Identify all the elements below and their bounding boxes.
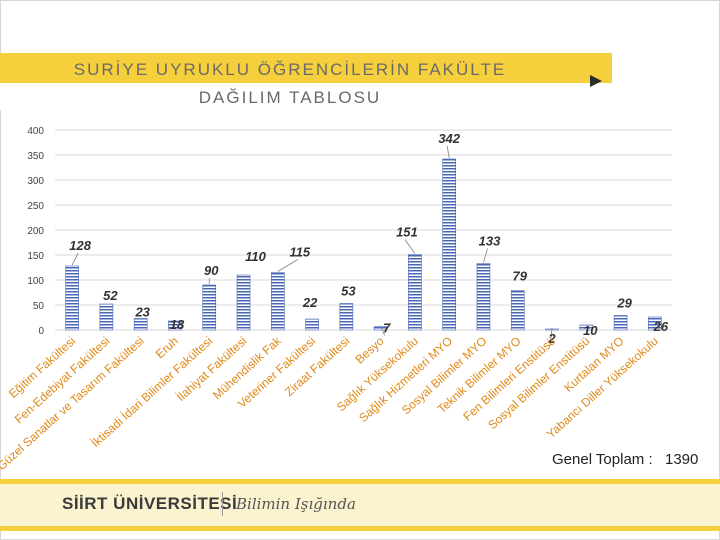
data-label: 53	[341, 284, 356, 299]
leader-line	[483, 248, 488, 263]
y-tick-label: 200	[27, 226, 44, 237]
title-lower-band	[0, 83, 612, 110]
data-label: 79	[513, 269, 528, 284]
data-label: 7	[383, 321, 391, 336]
data-label: 10	[583, 323, 598, 338]
leader-line	[380, 325, 386, 336]
bar	[236, 274, 251, 331]
y-tick-label: 150	[27, 251, 44, 262]
y-axis-tick-labels: 0 50 100 150 200 250 300 350 400	[27, 126, 44, 337]
bar	[442, 158, 456, 331]
data-label: 22	[302, 295, 318, 310]
data-label: 115	[289, 245, 310, 260]
bar	[339, 303, 354, 331]
x-category-label: Eruh	[153, 334, 181, 361]
bar	[476, 263, 491, 331]
bar	[99, 303, 114, 331]
footer-divider	[222, 492, 223, 516]
bar	[271, 272, 285, 331]
slogan: Bilimin Işığında	[236, 495, 356, 513]
data-label: 110	[245, 249, 266, 264]
data-label: 26	[653, 319, 669, 334]
data-labels: 128 52 23 18 90 110 115 22 53 7 151 342 133 79 2 10 29 26	[69, 131, 669, 346]
y-tick-label: 0	[38, 326, 44, 337]
x-category-label: Güzel Sanatlar ve Tasarım Fakültesi	[0, 334, 147, 470]
y-tick-label: 300	[27, 176, 44, 187]
leader-line	[71, 252, 79, 266]
data-label: 90	[204, 263, 219, 278]
data-label: 23	[134, 305, 150, 320]
bar	[579, 324, 594, 331]
leader-line	[277, 259, 299, 272]
bar	[648, 316, 662, 331]
y-tick-label: 50	[33, 301, 45, 312]
bar	[408, 254, 422, 331]
leader-line	[404, 239, 416, 254]
title-banner	[0, 53, 612, 83]
bars	[65, 158, 662, 331]
bar	[202, 284, 217, 331]
y-tick-label: 350	[27, 151, 44, 162]
data-label-leaders	[71, 145, 553, 347]
bar	[510, 290, 525, 331]
bar	[168, 320, 182, 331]
page-title-line2: DAĞILIM TABLOSU	[198, 88, 382, 107]
total-label: Genel Toplam :	[552, 451, 653, 468]
data-label: 18	[170, 317, 185, 332]
page-title-line1: SURİYE UYRUKLU ÖĞRENCİLERİN FAKÜLTE	[73, 60, 507, 79]
data-label: 52	[103, 288, 118, 303]
leader-line	[549, 327, 553, 347]
bar	[133, 318, 148, 331]
data-label: 29	[616, 296, 632, 311]
play-arrow-icon[interactable]	[590, 75, 602, 87]
bar	[613, 315, 628, 331]
y-tick-label: 250	[27, 201, 44, 212]
data-label: 151	[396, 225, 418, 240]
bar	[305, 318, 319, 331]
y-tick-label: 400	[27, 126, 44, 137]
leader-line	[446, 145, 450, 159]
data-label: 133	[479, 234, 501, 249]
data-label: 2	[547, 331, 556, 346]
total-value: 1390	[665, 451, 699, 468]
university-name: SİİRT ÜNİVERSİTESİ	[62, 494, 238, 513]
bar	[65, 265, 79, 331]
y-tick-label: 100	[27, 276, 44, 287]
data-label: 128	[69, 238, 91, 253]
gridlines	[55, 129, 672, 331]
data-label: 342	[438, 131, 460, 146]
footer-inner	[0, 484, 720, 526]
